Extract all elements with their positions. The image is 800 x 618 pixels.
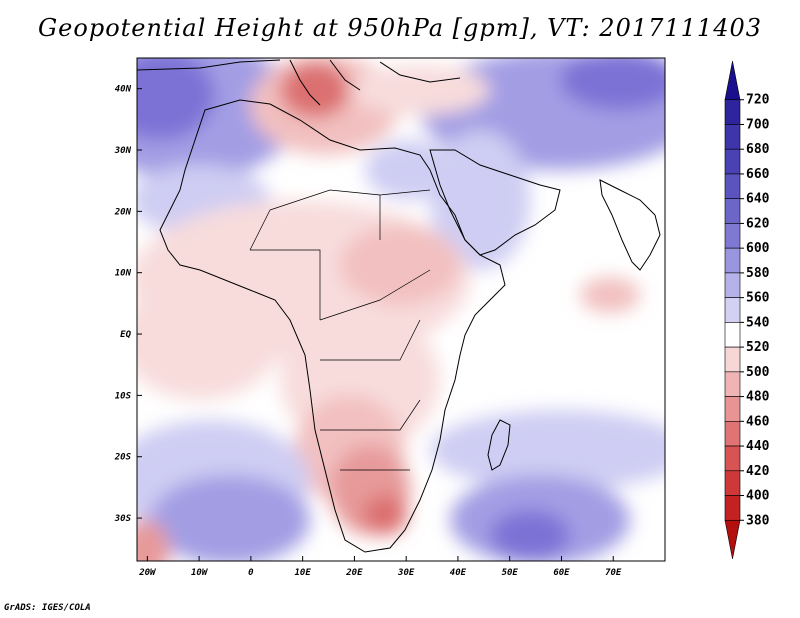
colorbar-swatch — [724, 371, 741, 397]
colorbar-label: 560 — [746, 291, 770, 306]
lat-label: 30N — [114, 146, 132, 156]
lon-label: 10W — [191, 568, 209, 578]
colorbar-label: 620 — [746, 216, 770, 231]
field-blob — [137, 58, 215, 140]
coastlines — [137, 59, 661, 553]
height-field — [137, 58, 665, 561]
colorbar-label: 660 — [746, 167, 770, 182]
colorbar-label: 420 — [746, 464, 770, 479]
field-blob — [150, 475, 310, 561]
colorbar-swatch — [724, 60, 741, 101]
lon-label: 10E — [295, 568, 312, 578]
field-blob — [350, 65, 490, 115]
colorbar-swatch — [724, 247, 741, 274]
colorbar-swatch — [724, 297, 741, 323]
colorbar-swatch — [724, 99, 741, 125]
colorbar-label: 720 — [746, 93, 770, 108]
lon-label: 40E — [450, 568, 467, 578]
colorbar-swatch — [724, 272, 741, 298]
colorbar-swatch — [724, 322, 741, 348]
lon-label: 30E — [397, 568, 415, 578]
colorbar-swatch — [724, 396, 741, 422]
colorbar-swatch — [724, 148, 741, 175]
colorbar-swatch — [724, 173, 741, 199]
colorbar-swatch — [724, 470, 741, 496]
lat-label: 20S — [114, 453, 132, 463]
africa-coastline — [159, 99, 506, 553]
colorbar-swatch — [724, 519, 741, 560]
colorbar-label: 680 — [746, 142, 770, 157]
colorbar-label: 540 — [746, 315, 770, 330]
lon-label: 70E — [605, 568, 622, 578]
field-blob — [363, 495, 407, 535]
lat-label: 10S — [115, 391, 132, 401]
lon-label: 60E — [553, 568, 570, 578]
chart-title: Geopotential Height at 950hPa [gpm], VT:… — [38, 14, 762, 42]
longitude-axis: 20W 10W 0 10E 20E 30E 40E 50E 60E 70E — [138, 556, 622, 578]
arabia-coastline — [429, 149, 561, 256]
field-blob — [340, 225, 460, 305]
field-blob — [137, 280, 280, 400]
field-blob — [490, 510, 570, 560]
colorbar-label: 500 — [746, 365, 770, 380]
colorbar-label: 580 — [746, 266, 770, 281]
colorbar-label: 640 — [746, 192, 770, 207]
lon-label: 20W — [138, 568, 157, 578]
colorbar-swatch — [724, 421, 741, 447]
lon-label: 0 — [248, 568, 254, 578]
lon-label: 50E — [502, 568, 519, 578]
colorbar-swatch — [724, 445, 741, 472]
field-blob — [280, 62, 350, 118]
field-blob — [365, 140, 455, 200]
field-blob — [137, 520, 170, 561]
colorbar-label: 700 — [746, 117, 770, 132]
colorbar-swatch — [724, 198, 741, 224]
field-blob — [580, 277, 640, 313]
colorbar-label: 600 — [746, 241, 770, 256]
latitude-axis: 40N 30N 20N 10N EQ 10S 20S 30S — [114, 85, 142, 524]
europe-coastline — [137, 59, 461, 106]
field-blob — [430, 130, 530, 270]
colorbar-swatch — [724, 346, 741, 373]
colorbar-swatch — [724, 124, 741, 150]
colorbar-label: 380 — [746, 513, 770, 528]
colorbar-label: 520 — [746, 340, 770, 355]
colorbar-swatch — [724, 223, 741, 249]
colorbar: 720 700 680 660 640 620 600 580 560 540 520 500 480 4… — [724, 60, 770, 560]
lat-label: 20N — [114, 207, 132, 217]
lat-label: 40N — [115, 85, 132, 95]
lat-label: EQ — [120, 330, 131, 340]
plot-frame — [136, 57, 666, 562]
country-borders — [249, 189, 431, 471]
grads-credit: GrADS: IGES/COLA — [4, 603, 91, 613]
colorbar-label: 440 — [746, 439, 770, 454]
lat-label: 10N — [115, 269, 132, 279]
field-blob — [430, 410, 665, 490]
colorbar-label: 480 — [746, 390, 770, 405]
india-coastline — [599, 179, 661, 271]
madagascar-coastline — [487, 419, 511, 471]
colorbar-label: 460 — [746, 414, 770, 429]
field-blob — [560, 58, 665, 110]
colorbar-label: 400 — [746, 489, 770, 504]
lon-label: 20E — [345, 568, 363, 578]
lat-label: 30S — [114, 514, 132, 524]
colorbar-swatch — [724, 495, 741, 521]
